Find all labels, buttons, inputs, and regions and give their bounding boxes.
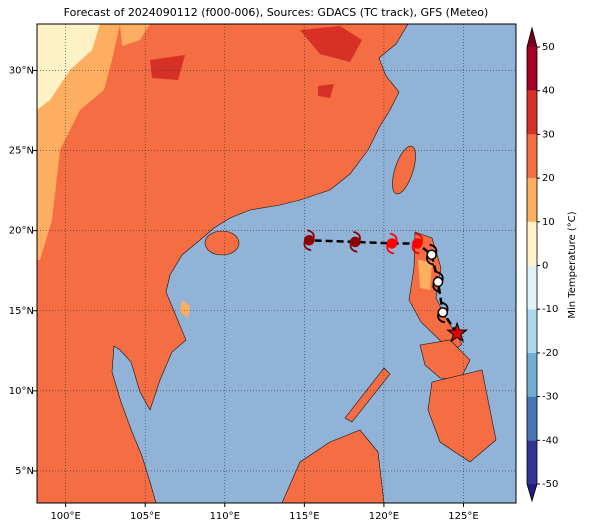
colorbar-tick-label: 10 xyxy=(542,217,555,228)
axes: 100°E 105°E 110°E 115°E 120°E 125°E 5°N 10°N 15°… xyxy=(9,65,479,522)
colorbar-bin xyxy=(527,134,537,179)
storm-point xyxy=(426,249,437,260)
storm-point xyxy=(386,238,398,249)
hainan xyxy=(204,230,240,256)
x-tick-label: 110°E xyxy=(210,511,240,522)
y-tick-label: 10°N xyxy=(9,386,34,397)
storm-point xyxy=(350,236,361,248)
map-frame xyxy=(36,23,517,504)
colorbar-tick-label: -10 xyxy=(542,304,558,315)
colorbar-bin xyxy=(527,47,537,91)
colorbar-label: Min Temperature (°C) xyxy=(567,211,578,318)
warm-patch xyxy=(318,84,334,98)
colorbar-bin xyxy=(527,90,537,135)
x-tick-label: 105°E xyxy=(130,511,160,522)
x-tick-label: 100°E xyxy=(50,511,80,522)
colorbar-bin xyxy=(527,221,537,266)
colorbar-bin xyxy=(527,178,537,222)
x-tick-label: 125°E xyxy=(448,511,478,522)
y-tick-label: 20°N xyxy=(9,226,34,237)
storm-point xyxy=(412,238,423,249)
colorbar-tick-label: 0 xyxy=(542,261,548,272)
y-tick-label: 30°N xyxy=(9,65,34,76)
borneo xyxy=(281,429,385,503)
land xyxy=(37,24,497,503)
warm-patch xyxy=(300,26,362,62)
cold-patch xyxy=(37,24,100,110)
colorbar-tick-label: -30 xyxy=(542,392,558,403)
colorbar-tick-label: -40 xyxy=(542,435,558,446)
grid xyxy=(37,24,516,503)
y-tick-label: 25°N xyxy=(9,146,34,157)
storm-point xyxy=(437,307,449,318)
cool-patch xyxy=(418,260,432,290)
x-tick-label: 120°E xyxy=(369,511,399,522)
colorbar: -50 -40 -30 -20 -10 0 10 20 30 40 50 xyxy=(526,26,558,503)
palawan xyxy=(344,367,391,423)
colorbar-tick-label: -20 xyxy=(542,348,558,359)
colorbar-bin xyxy=(527,265,537,310)
storm-point xyxy=(303,235,315,246)
colorbar-tick-label: 20 xyxy=(542,173,555,184)
colorbar-under xyxy=(527,484,537,501)
warm-patch xyxy=(150,55,185,80)
y-tick-label: 15°N xyxy=(9,306,34,317)
colorbar-bin xyxy=(527,440,537,484)
y-tick-label: 5°N xyxy=(15,466,34,477)
colorbar-tick-label: 50 xyxy=(542,42,555,53)
cool-patch xyxy=(180,300,190,318)
colorbar-bin xyxy=(527,396,537,441)
colorbar-tick-label: 40 xyxy=(542,86,555,97)
colorbar-bin xyxy=(527,352,537,397)
colorbar-bin xyxy=(527,309,537,353)
mindanao xyxy=(427,369,497,463)
track-line xyxy=(309,239,459,334)
x-tick-label: 115°E xyxy=(289,511,319,522)
colorbar-tick-label: -50 xyxy=(542,479,558,490)
storm-point xyxy=(432,276,444,288)
track xyxy=(303,229,469,343)
mainland xyxy=(37,24,409,503)
colorbar-over xyxy=(527,28,537,47)
cool-patch xyxy=(120,24,150,46)
taiwan xyxy=(392,145,416,195)
current-position xyxy=(446,321,469,343)
colorbar-tick-label: 30 xyxy=(542,129,555,140)
map-title: Forecast of 2024090112 (f000-006), Sourc… xyxy=(64,6,489,19)
